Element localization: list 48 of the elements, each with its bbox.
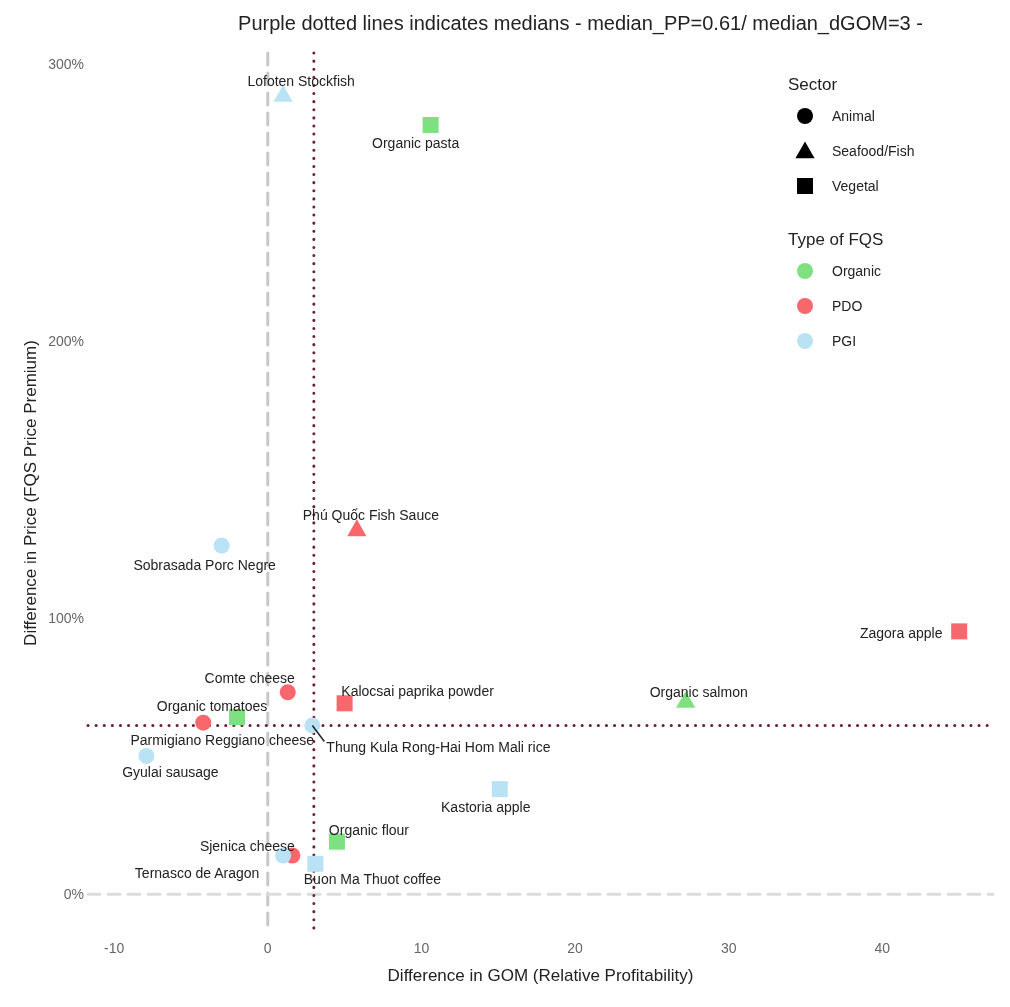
annotation: Kastoria apple <box>441 799 531 816</box>
point <box>422 116 439 133</box>
annotation: Lofoten Stockfish <box>247 72 355 89</box>
annotation: Ternasco de Aragon <box>134 864 260 881</box>
y-tick-label: 300% <box>48 56 84 73</box>
point <box>213 537 230 554</box>
point <box>138 747 155 764</box>
annotation: Organic tomatoes <box>156 698 268 715</box>
text: Sector <box>788 75 838 94</box>
x-tick-label: 40 <box>874 940 891 956</box>
x-tick-label: 20 <box>567 940 584 956</box>
annotation: Organic salmon <box>649 683 748 700</box>
annotation: Sobrasada Porc Negre <box>133 556 277 573</box>
annotation: Organic flour <box>328 821 410 838</box>
annotation: Animal <box>832 108 875 124</box>
annotation: Buon Ma Thuot coffee <box>303 870 442 887</box>
point <box>336 695 353 712</box>
annotation: Seafood/Fish <box>832 143 915 159</box>
annotation: Gyulai sausage <box>122 763 219 780</box>
annotation: Sjenica cheese <box>199 837 296 854</box>
x-tick-label: 30 <box>720 940 737 956</box>
legend-label: PGI <box>832 333 857 349</box>
annotation: Vegetal <box>832 178 879 194</box>
annotation: Comte cheese <box>204 670 296 687</box>
legend-label: Organic <box>832 263 882 279</box>
annotation: Organic pasta <box>372 134 460 151</box>
x-tick-label: 0 <box>263 940 272 956</box>
point <box>307 855 324 872</box>
y-axis-title: Difference in Price (FQS Price Premium) <box>21 340 40 646</box>
x-tick-label: 10 <box>413 940 430 956</box>
point <box>195 714 212 731</box>
annotation: Kalocsai paprika powder <box>341 683 495 700</box>
y-tick-label: 200% <box>48 332 84 349</box>
point <box>304 717 321 734</box>
annotation: Parmigiano Reggiano cheese <box>130 731 315 748</box>
y-tick-label: 100% <box>48 609 84 626</box>
point <box>279 684 296 701</box>
x-tick-label: -10 <box>104 940 125 956</box>
chart-title: Purple dotted lines indicates medians - median_PP=0.61/ median_dGOM=3 - <box>238 12 923 35</box>
text: Type of FQS <box>788 230 884 249</box>
y-tick-label: 0% <box>63 886 84 903</box>
point <box>951 623 968 640</box>
legend-label: PDO <box>832 298 863 314</box>
x-axis-title: Difference in GOM (Relative Profitability) <box>387 966 694 985</box>
point <box>491 781 508 798</box>
annotation: Thung Kula Rong-Hai Hom Mali rice <box>326 739 551 756</box>
annotation: Phú Quốc Fish Sauce <box>302 506 440 523</box>
annotation: Zagora apple <box>859 625 943 642</box>
